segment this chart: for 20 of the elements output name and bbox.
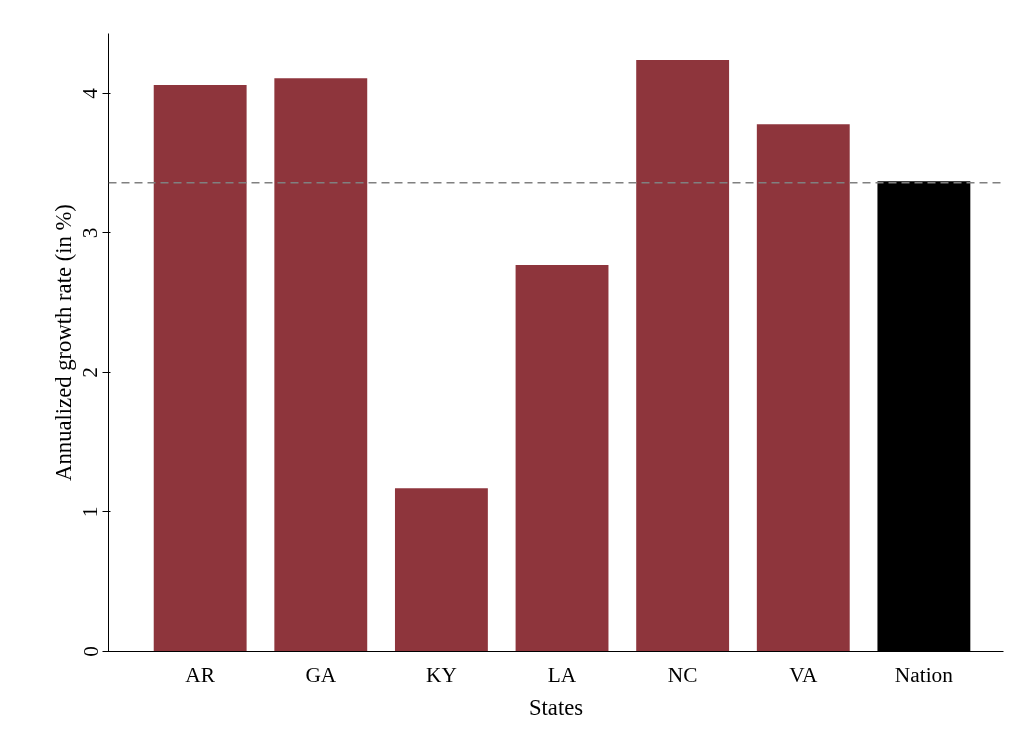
x-tick-label: AR xyxy=(185,662,216,687)
x-tick-label: KY xyxy=(426,662,457,687)
bar xyxy=(153,85,247,652)
x-tick-label: NC xyxy=(667,662,698,687)
y-tick-label: 3 xyxy=(78,227,103,239)
bar xyxy=(394,488,488,652)
y-axis-title: Annualized growth rate (in %) xyxy=(50,204,76,481)
bar xyxy=(515,265,609,652)
x-tick-label: Nation xyxy=(894,662,954,687)
y-tick-label: 4 xyxy=(78,87,103,99)
x-tick-label: GA xyxy=(305,662,337,687)
y-tick-label: 0 xyxy=(78,646,103,657)
bar xyxy=(274,78,368,652)
x-tick-label: LA xyxy=(547,662,577,687)
x-tick-label: VA xyxy=(789,662,818,687)
y-tick-label: 1 xyxy=(78,506,103,518)
bar xyxy=(636,60,730,652)
bar xyxy=(756,124,850,652)
y-tick-label: 2 xyxy=(78,367,103,378)
x-axis-title: States xyxy=(528,694,584,720)
